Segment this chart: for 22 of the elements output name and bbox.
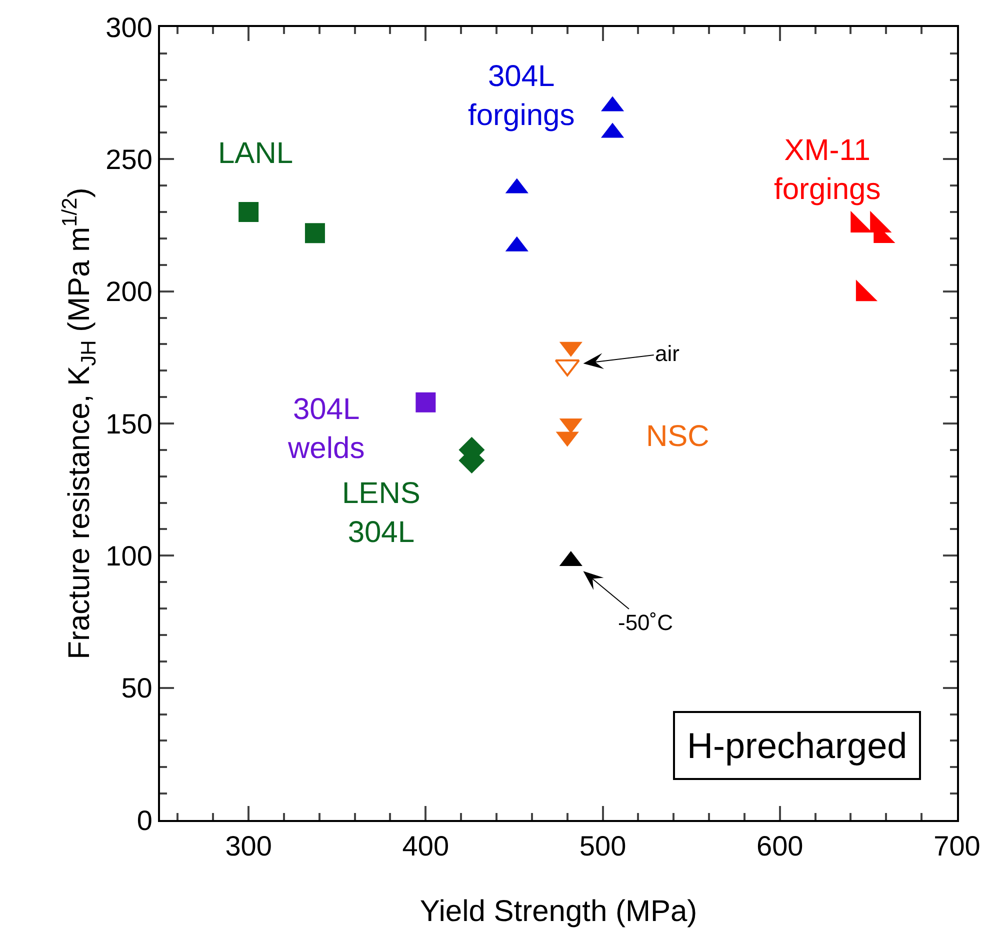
text: NSC [646,420,710,453]
y-tick-label: 150 [106,408,152,440]
y-tick-label: 250 [106,144,152,175]
annotation: air [655,341,680,366]
series-label: LENS 304L [342,477,420,549]
x-axis-title: Yield Strength (MPa) [420,895,698,928]
series-label: XM-11 forgings [774,134,881,206]
x-tick-label: 300 [225,830,272,862]
x-tick-label: 500 [579,830,626,862]
series-label: 304L forgings [468,60,575,132]
x-tick-label: 700 [934,830,980,862]
x-tick-label: 400 [402,830,450,862]
x-tick-label: 600 [756,830,804,862]
series-label: 304L welds [287,393,365,465]
y-tick-label: 50 [121,672,152,704]
annotation: H-precharged [687,725,908,766]
y-tick-label: 300 [106,12,152,43]
y-tick-label: 0 [136,804,152,836]
y-tick-label: 200 [106,276,152,308]
series-label: LANL [218,137,294,170]
annotation: -50˚C [618,610,674,635]
y-tick-label: 100 [106,540,152,572]
